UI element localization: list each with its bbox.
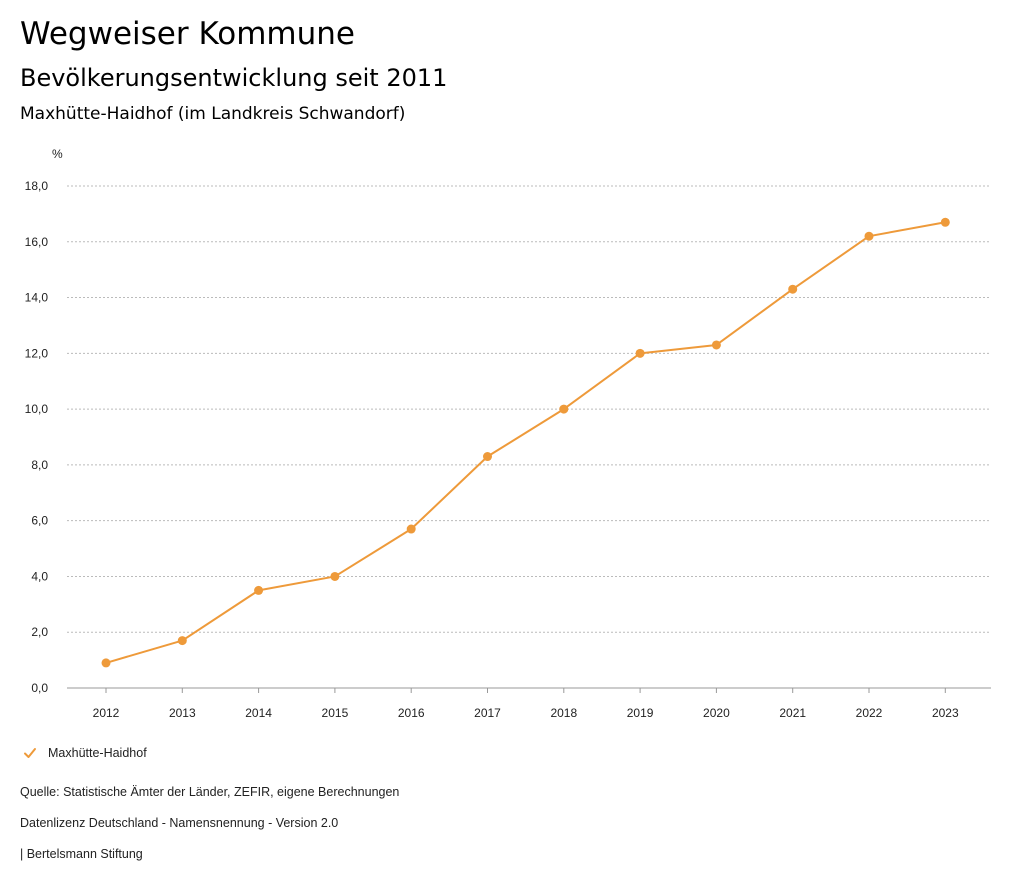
data-point — [711, 340, 721, 350]
legend-label: Maxhütte-Haidhof — [48, 746, 147, 760]
source-note: Quelle: Statistische Ämter der Länder, Z… — [20, 785, 400, 799]
y-tick-label: 16,0 — [25, 235, 49, 249]
x-tick-label: 2023 — [932, 706, 959, 720]
check-icon — [24, 748, 36, 758]
x-tick-label: 2017 — [474, 706, 501, 720]
data-point — [559, 404, 569, 414]
x-tick-label: 2016 — [398, 706, 425, 720]
data-point — [483, 452, 492, 462]
license-note: Datenlizenz Deutschland - Namensnennung … — [20, 816, 339, 830]
chart-subtitle: Bevölkerungsentwicklung seit 2011 — [20, 64, 448, 92]
x-tick-label: 2021 — [779, 706, 806, 720]
data-point — [864, 231, 874, 241]
data-point — [254, 585, 264, 595]
data-point — [406, 524, 416, 534]
y-tick-label: 14,0 — [25, 291, 49, 305]
y-tick-label: 2,0 — [31, 625, 48, 639]
y-tick-label: 18,0 — [25, 179, 49, 193]
line-chart: % 0,0 2,0 4,0 6,0 8,0 10,0 12,0 14,0 16,0 18,0 2012… — [25, 147, 991, 720]
data-point — [330, 571, 340, 581]
y-tick-label: 0,0 — [31, 681, 48, 695]
page-title: Wegweiser Kommune — [20, 16, 355, 52]
chart-legend[interactable]: Maxhütte-Haidhof — [22, 745, 147, 761]
data-point — [940, 217, 950, 227]
data-point — [788, 284, 798, 294]
region-title: Maxhütte-Haidhof (im Landkreis Schwandor… — [20, 104, 406, 124]
y-tick-label: 12,0 — [25, 346, 49, 360]
data-point — [101, 658, 111, 668]
x-tick-label: 2015 — [322, 706, 349, 720]
x-tick-label: 2022 — [856, 706, 883, 720]
data-point — [177, 636, 187, 646]
x-tick-label: 2018 — [550, 706, 577, 720]
x-tick-label: 2013 — [169, 706, 196, 720]
y-tick-label: 4,0 — [31, 569, 48, 583]
x-tick-label: 2014 — [245, 706, 272, 720]
y-tick-label: 10,0 — [25, 402, 49, 416]
data-point — [635, 348, 645, 358]
x-tick-label: 2020 — [703, 706, 730, 720]
y-tick-label: 6,0 — [31, 514, 48, 528]
y-tick-label: 8,0 — [31, 458, 48, 472]
series-line — [105, 221, 946, 664]
x-tick-label: 2019 — [627, 706, 654, 720]
credit-note: | Bertelsmann Stiftung — [20, 847, 143, 861]
y-axis-unit-label: % — [52, 147, 63, 161]
x-tick-label: 2012 — [93, 706, 120, 720]
